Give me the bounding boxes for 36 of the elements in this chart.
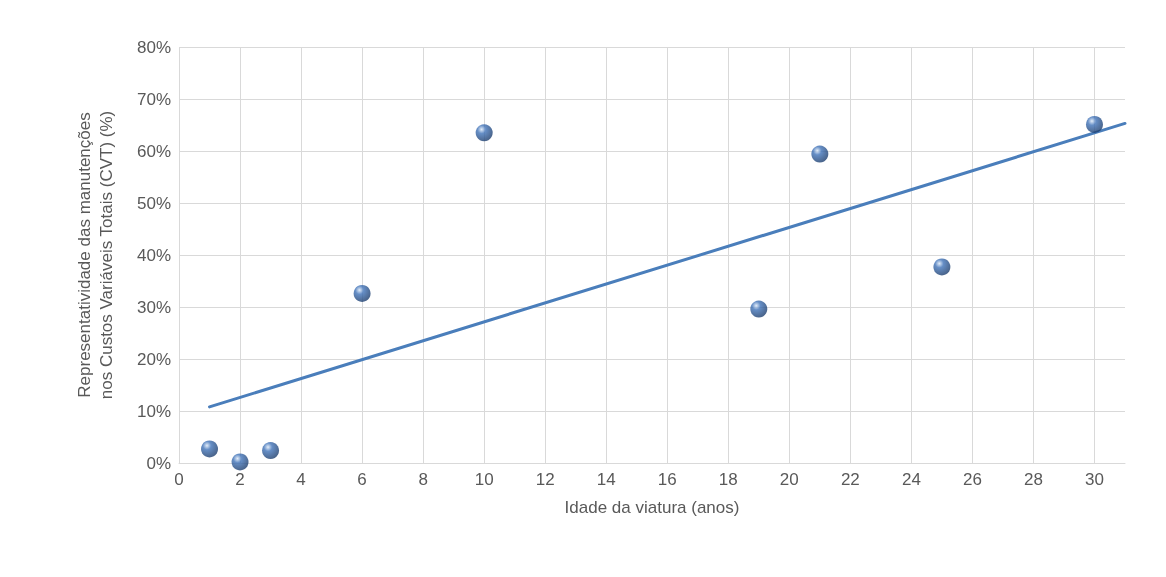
y-tick-label: 40% <box>136 245 171 265</box>
x-tick-label: 30 <box>1085 470 1104 489</box>
x-tick-label: 14 <box>596 470 616 489</box>
point <box>750 300 768 318</box>
x-tick-label: 4 <box>296 470 306 489</box>
x-tick-label: 2 <box>235 470 245 489</box>
x-tick-label: 12 <box>535 470 555 489</box>
x-tick-label: 8 <box>418 470 428 489</box>
point <box>811 145 829 163</box>
x-tick-label: 22 <box>840 470 860 489</box>
x-tick-label: 24 <box>901 470 921 489</box>
y-tick-label: 0% <box>146 453 171 473</box>
y-tick-label: 10% <box>136 401 171 421</box>
x-tick-label: 28 <box>1023 470 1043 489</box>
x-tick-label: 18 <box>718 470 738 489</box>
point <box>933 258 951 276</box>
y-tick-label: 50% <box>136 193 171 213</box>
x-tick-label: 16 <box>657 470 677 489</box>
x-tick-label: 6 <box>357 470 367 489</box>
x-tick-label: 20 <box>779 470 799 489</box>
y-tick-label: 60% <box>136 141 171 161</box>
point <box>201 440 219 458</box>
y-tick-label: 20% <box>136 349 171 369</box>
x-tick-label: 10 <box>474 470 494 489</box>
x-tick-label: 0 <box>174 470 184 489</box>
y-tick-label: 70% <box>136 89 171 109</box>
point <box>231 453 249 471</box>
x-tick-label: 26 <box>962 470 982 489</box>
point <box>1086 115 1103 133</box>
point <box>475 124 493 142</box>
y-tick-label: 30% <box>136 297 171 317</box>
y-tick-label: 80% <box>136 37 171 57</box>
point <box>262 442 280 460</box>
y-axis-title: Representatividade das manutenções nos Custos Variáveis Totais (CVT) (%) <box>74 110 116 400</box>
x-axis-title: Idade da viatura (anos) <box>564 498 740 517</box>
point <box>353 284 371 302</box>
